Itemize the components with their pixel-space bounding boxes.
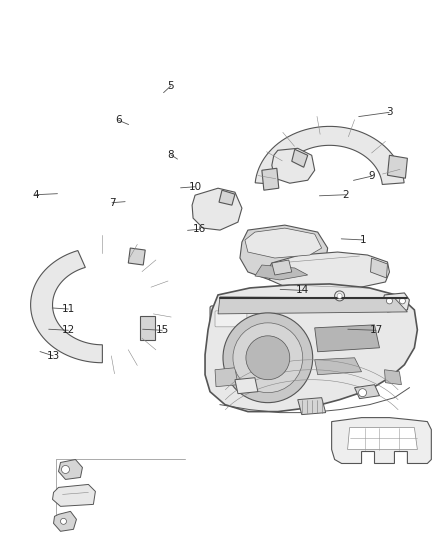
Circle shape [386,298,392,304]
Polygon shape [192,188,242,230]
Polygon shape [140,316,155,340]
Text: 11: 11 [62,304,75,314]
Text: 17: 17 [370,325,383,335]
Polygon shape [348,427,417,449]
Polygon shape [240,225,328,280]
Polygon shape [219,190,235,205]
Text: 10: 10 [188,182,201,192]
Circle shape [60,518,67,524]
Polygon shape [215,368,238,386]
Text: 1: 1 [360,235,367,245]
Polygon shape [381,293,410,312]
Polygon shape [53,511,77,531]
Circle shape [233,323,303,393]
Circle shape [223,313,313,402]
Polygon shape [385,370,401,385]
Text: 4: 4 [32,190,39,200]
Text: 15: 15 [155,325,169,335]
Circle shape [61,465,70,473]
Polygon shape [235,378,258,394]
Polygon shape [332,417,431,464]
Polygon shape [298,398,326,415]
Circle shape [335,291,345,301]
Text: 8: 8 [168,150,174,160]
FancyBboxPatch shape [215,311,247,327]
Polygon shape [268,252,389,290]
Polygon shape [314,358,361,375]
Circle shape [359,389,367,397]
Polygon shape [262,168,279,190]
Circle shape [399,298,406,304]
Text: 5: 5 [168,81,174,91]
Text: 9: 9 [368,171,375,181]
Text: 6: 6 [115,115,122,125]
Polygon shape [314,325,379,352]
Polygon shape [255,265,308,280]
Circle shape [337,294,342,298]
Text: 2: 2 [343,190,349,200]
Text: 16: 16 [193,224,206,235]
Text: 12: 12 [62,325,75,335]
Polygon shape [388,155,407,178]
Text: 7: 7 [109,198,115,208]
Polygon shape [272,148,314,183]
Polygon shape [31,251,102,363]
Polygon shape [355,385,379,399]
Text: 3: 3 [386,107,392,117]
Polygon shape [128,248,145,265]
Polygon shape [205,284,417,411]
Polygon shape [292,149,308,167]
Text: 13: 13 [46,351,60,361]
Polygon shape [218,297,407,314]
FancyBboxPatch shape [210,306,252,332]
Polygon shape [53,484,95,506]
Circle shape [246,336,290,379]
Text: 14: 14 [295,286,309,295]
Polygon shape [371,258,388,278]
Polygon shape [255,126,404,184]
Polygon shape [272,260,292,275]
Polygon shape [245,228,321,258]
Polygon shape [59,459,82,480]
